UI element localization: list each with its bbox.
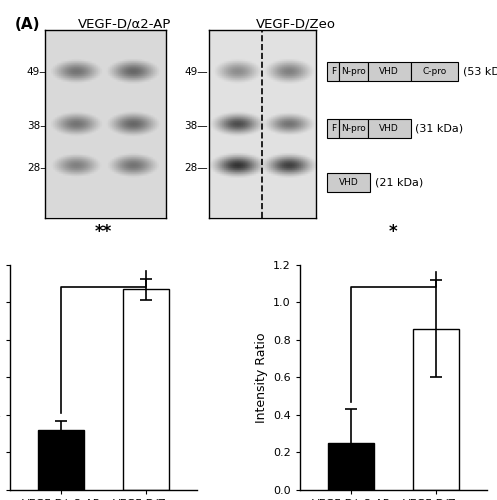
Text: (31 kDa): (31 kDa) (415, 123, 464, 133)
Text: 49—: 49— (27, 68, 51, 78)
Text: 38—: 38— (184, 120, 208, 130)
FancyBboxPatch shape (339, 118, 368, 138)
Y-axis label: Intensity Ratio: Intensity Ratio (254, 332, 267, 422)
FancyBboxPatch shape (327, 173, 370, 192)
Text: F: F (331, 124, 336, 132)
FancyBboxPatch shape (368, 118, 411, 138)
Text: **: ** (95, 224, 112, 242)
Text: VEGF-D/α2-AP: VEGF-D/α2-AP (78, 17, 171, 30)
Text: C-pro: C-pro (422, 67, 447, 76)
FancyBboxPatch shape (411, 62, 458, 81)
Text: N-pro: N-pro (341, 67, 366, 76)
Text: 38—: 38— (27, 120, 51, 130)
Bar (38, 430, 84, 490)
Text: (53 kDa): (53 kDa) (463, 66, 497, 76)
Text: N-pro: N-pro (341, 124, 366, 132)
Text: 1: 1 (245, 40, 252, 54)
Text: (A): (A) (15, 17, 40, 32)
Text: 28—: 28— (27, 162, 51, 172)
Text: 28—: 28— (184, 162, 208, 172)
Text: 1: 1 (87, 40, 95, 54)
Text: VHD: VHD (339, 178, 358, 187)
Bar (328, 443, 374, 490)
FancyBboxPatch shape (327, 118, 339, 138)
Text: 2: 2 (297, 40, 305, 54)
FancyBboxPatch shape (327, 62, 339, 81)
FancyBboxPatch shape (368, 62, 411, 81)
Text: VHD: VHD (379, 67, 399, 76)
Text: *: * (389, 224, 398, 242)
FancyBboxPatch shape (339, 62, 368, 81)
Text: VHD: VHD (379, 124, 399, 132)
Text: 49—: 49— (184, 68, 208, 78)
Text: VEGF-D/Zeo: VEGF-D/Zeo (256, 17, 336, 30)
Text: (21 kDa): (21 kDa) (375, 178, 423, 188)
Bar (413, 328, 459, 490)
Text: F: F (331, 67, 336, 76)
Text: 2: 2 (140, 40, 148, 54)
Bar (123, 289, 169, 490)
